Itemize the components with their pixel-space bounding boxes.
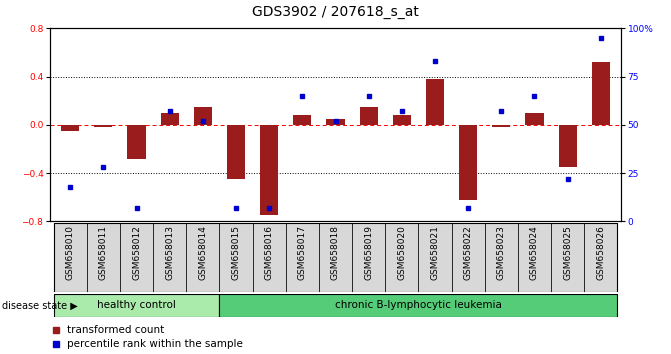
Text: percentile rank within the sample: percentile rank within the sample [67, 339, 244, 349]
Bar [61, 125, 79, 131]
Bar [187, 223, 219, 292]
Bar [54, 223, 87, 292]
Bar [160, 113, 178, 125]
Bar [459, 125, 477, 200]
Text: GSM658014: GSM658014 [199, 225, 207, 280]
Bar [360, 107, 378, 125]
Bar [518, 223, 551, 292]
Text: GSM658010: GSM658010 [66, 225, 74, 280]
Text: healthy control: healthy control [97, 300, 176, 310]
Text: GSM658022: GSM658022 [464, 225, 472, 280]
Bar [286, 223, 319, 292]
Bar [227, 125, 245, 179]
Text: transformed count: transformed count [67, 325, 164, 335]
Text: GSM658023: GSM658023 [497, 225, 506, 280]
Bar [393, 115, 411, 125]
Bar [153, 223, 187, 292]
Text: GSM658024: GSM658024 [530, 225, 539, 280]
Bar [293, 115, 311, 125]
Bar [94, 125, 113, 127]
Text: GSM658016: GSM658016 [264, 225, 274, 280]
Bar [219, 223, 252, 292]
Bar [260, 125, 278, 215]
Text: GSM658020: GSM658020 [397, 225, 407, 280]
Bar [493, 125, 511, 127]
Bar [127, 125, 146, 159]
Bar [592, 62, 610, 125]
Bar [551, 223, 584, 292]
Text: GSM658026: GSM658026 [597, 225, 605, 280]
Text: GSM658013: GSM658013 [165, 225, 174, 280]
Text: disease state ▶: disease state ▶ [2, 300, 78, 310]
Bar [426, 79, 444, 125]
Text: GSM658015: GSM658015 [231, 225, 240, 280]
Bar [87, 223, 120, 292]
Bar [219, 294, 617, 317]
Bar [484, 223, 518, 292]
Bar [584, 223, 617, 292]
Bar [385, 223, 419, 292]
Text: GSM658025: GSM658025 [563, 225, 572, 280]
Bar [120, 223, 153, 292]
Bar [352, 223, 385, 292]
Text: chronic B-lymphocytic leukemia: chronic B-lymphocytic leukemia [335, 300, 502, 310]
Text: GSM658019: GSM658019 [364, 225, 373, 280]
Bar [525, 113, 544, 125]
Text: GSM658011: GSM658011 [99, 225, 108, 280]
Bar [252, 223, 286, 292]
Bar [326, 119, 345, 125]
Bar [319, 223, 352, 292]
Text: GSM658017: GSM658017 [298, 225, 307, 280]
Bar [452, 223, 484, 292]
Text: GSM658018: GSM658018 [331, 225, 340, 280]
Bar [558, 125, 577, 167]
Bar [194, 107, 212, 125]
Bar [54, 294, 219, 317]
Text: GSM658012: GSM658012 [132, 225, 141, 280]
Text: GSM658021: GSM658021 [431, 225, 440, 280]
Bar [419, 223, 452, 292]
Text: GDS3902 / 207618_s_at: GDS3902 / 207618_s_at [252, 5, 419, 19]
